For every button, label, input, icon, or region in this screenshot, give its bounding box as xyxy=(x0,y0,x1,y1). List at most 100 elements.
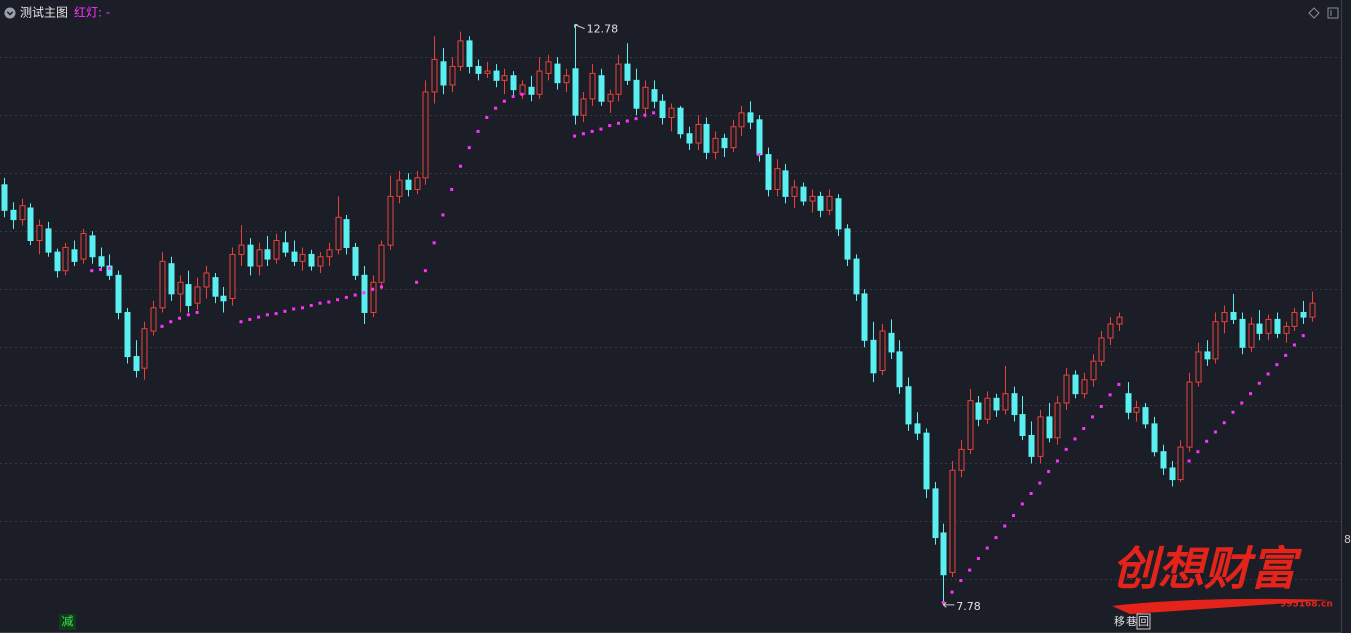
indicator-dot xyxy=(90,269,94,273)
candle-body xyxy=(589,72,596,100)
indicator-dot xyxy=(1292,343,1296,347)
candle-body xyxy=(826,195,833,211)
footer-button[interactable]: 巷 xyxy=(1126,615,1137,628)
candle-body xyxy=(747,112,754,123)
candle-body xyxy=(45,228,52,253)
indicator-dot xyxy=(1222,421,1226,425)
candle-body xyxy=(712,137,719,153)
chart-title: 测试主图 xyxy=(20,5,68,20)
candle-body xyxy=(1125,393,1132,413)
candle-body xyxy=(633,79,640,109)
candle-body xyxy=(738,112,745,128)
candle-body xyxy=(405,179,412,190)
candle-body xyxy=(1098,337,1105,362)
candle-body xyxy=(220,295,227,302)
indicator-dot xyxy=(458,164,462,168)
indicator-dot xyxy=(959,579,963,583)
grid xyxy=(0,57,1341,580)
candle-body xyxy=(870,339,877,374)
indicator-dot xyxy=(757,153,761,157)
indicator-dot xyxy=(1284,353,1288,357)
candle-body xyxy=(853,258,860,295)
candle-body xyxy=(686,133,693,144)
indicator-dot xyxy=(616,121,620,125)
candle-body xyxy=(299,253,306,262)
indicator-dot xyxy=(1073,437,1077,441)
menu-chevron xyxy=(6,11,14,16)
indicator-dot xyxy=(625,119,629,123)
diamond-icon[interactable] xyxy=(1308,7,1320,19)
indicator-dot xyxy=(379,285,383,289)
window-icon[interactable] xyxy=(1327,7,1339,19)
candle-body xyxy=(62,246,69,272)
candle-body xyxy=(440,61,447,86)
candle-body xyxy=(695,123,702,144)
indicator-dot xyxy=(994,536,998,540)
indicator-dot xyxy=(599,127,603,131)
candle-body xyxy=(54,251,61,272)
indicator-dot xyxy=(99,268,103,272)
candle-body xyxy=(10,209,17,221)
candle-body xyxy=(335,216,342,251)
indicator-dot xyxy=(1266,372,1270,376)
candle-body xyxy=(651,89,658,102)
candle-body xyxy=(475,65,482,74)
footer-button[interactable]: 回 xyxy=(1138,615,1149,628)
candle-body xyxy=(1011,393,1018,416)
indicator-dot xyxy=(634,117,638,121)
candle-body xyxy=(510,75,517,91)
candle-body xyxy=(1204,351,1211,360)
candle-body xyxy=(1256,323,1263,334)
candle-body xyxy=(177,281,184,295)
indicator-dot xyxy=(581,132,585,136)
indicator-dot xyxy=(441,213,445,217)
candle-body xyxy=(1090,360,1097,381)
candle-body xyxy=(431,58,438,93)
watermark: 创想财富 995168.cn xyxy=(1112,542,1333,614)
candle-body xyxy=(1054,402,1061,439)
candle-body xyxy=(1195,351,1202,383)
indicator-dot xyxy=(476,129,480,133)
candle-body xyxy=(1221,311,1228,323)
candle-body xyxy=(326,249,333,258)
candle-body xyxy=(975,402,982,420)
indicator-dot xyxy=(300,306,304,310)
candle-body xyxy=(528,86,535,95)
indicator-dot xyxy=(1038,481,1042,485)
candle-body xyxy=(212,277,219,297)
indicator-dot xyxy=(432,241,436,245)
candle-body xyxy=(809,195,816,202)
candle-body xyxy=(572,68,579,116)
legend-entry: 红灯: - xyxy=(74,5,110,20)
indicator-dot xyxy=(941,601,945,605)
candle-body xyxy=(1107,323,1114,339)
candle-body xyxy=(1081,379,1088,395)
candle-body xyxy=(414,177,421,190)
candle-body xyxy=(756,119,763,156)
candle-body xyxy=(238,244,245,255)
candle-body xyxy=(844,228,851,260)
indicator-dot xyxy=(968,568,972,572)
candle-body xyxy=(19,205,26,221)
candle-body xyxy=(308,253,315,267)
candle-body xyxy=(1212,321,1219,360)
footer-button[interactable]: 移 xyxy=(1114,615,1125,628)
candle-body xyxy=(352,246,359,276)
indicator-dot xyxy=(265,313,269,317)
menu-icon[interactable] xyxy=(4,7,16,19)
candle-body xyxy=(80,233,87,260)
indicator-dot xyxy=(292,307,296,311)
candle-body xyxy=(1309,302,1316,318)
candle-body xyxy=(1300,311,1307,318)
indicator-dot xyxy=(1257,381,1261,385)
candle-body xyxy=(1046,416,1053,439)
left-button[interactable]: 减 xyxy=(61,615,73,629)
candle-body xyxy=(1028,434,1035,457)
candle-body xyxy=(1248,323,1255,348)
indicator-dot xyxy=(283,309,287,313)
candle-body xyxy=(1291,311,1298,327)
candle-body xyxy=(106,265,113,276)
candle-body xyxy=(1063,374,1070,404)
indicator-dot xyxy=(985,546,989,550)
